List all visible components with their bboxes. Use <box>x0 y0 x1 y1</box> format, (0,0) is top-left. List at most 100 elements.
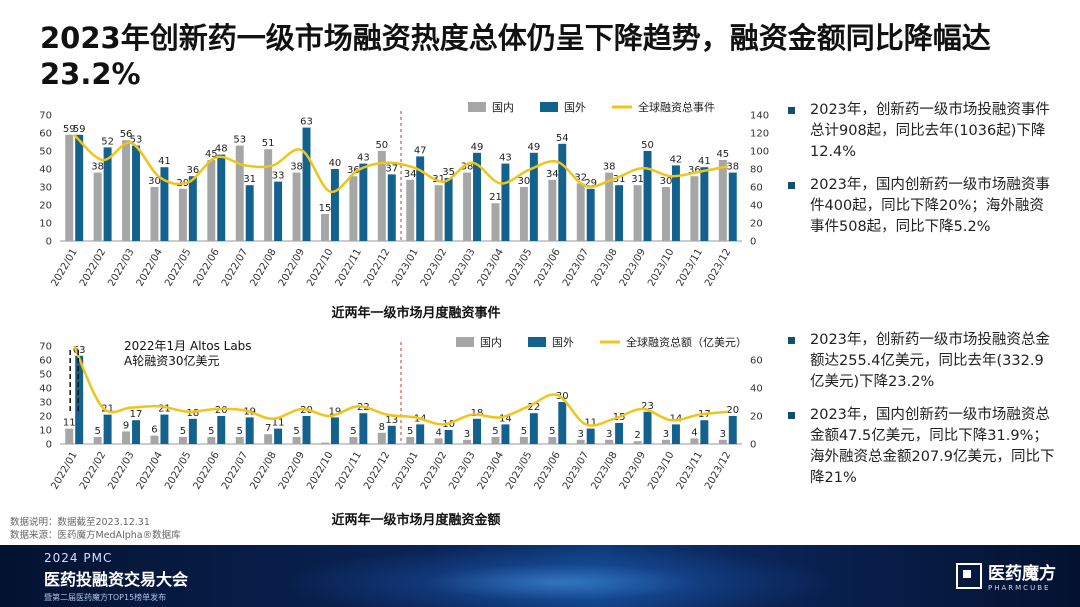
data-note-cutoff: 数据说明：数据截至2023.12.31 <box>10 517 150 528</box>
bar-overseas <box>75 134 84 241</box>
bar-domestic <box>576 439 585 444</box>
data-label-domestic: 38 <box>290 162 303 173</box>
data-label-domestic: 15 <box>319 203 332 214</box>
y-tick-left: 40 <box>39 384 52 395</box>
legend-swatch-domestic <box>468 102 486 112</box>
bar-overseas <box>558 402 567 444</box>
bar-domestic <box>662 187 670 241</box>
bar-domestic <box>150 435 159 444</box>
data-label-overseas: 59 <box>73 124 86 135</box>
bar-overseas <box>671 424 680 444</box>
bar-domestic <box>122 431 131 444</box>
data-label-domestic: 5 <box>350 426 356 437</box>
bar-overseas <box>615 185 624 241</box>
data-label-overseas: 20 <box>726 405 739 416</box>
data-label-domestic: 34 <box>546 169 559 180</box>
data-label-domestic: 36 <box>688 165 701 176</box>
legend-label-overseas: 国外 <box>552 336 574 349</box>
bar-domestic <box>690 176 699 241</box>
bar-overseas <box>359 163 368 241</box>
x-tick-label: 2022/03 <box>106 247 136 288</box>
bar-overseas <box>103 147 112 241</box>
y-tick-left: 0 <box>46 440 52 451</box>
x-tick-label: 2023/08 <box>589 247 619 288</box>
data-label-overseas: 37 <box>385 163 398 174</box>
bar-overseas <box>586 188 595 241</box>
data-label-domestic: 4 <box>435 427 441 438</box>
data-label-domestic: 45 <box>205 149 218 160</box>
bar-domestic <box>605 172 614 241</box>
bar-domestic <box>65 134 74 241</box>
data-label-domestic: 32 <box>574 172 587 183</box>
data-label-domestic: 5 <box>237 426 243 437</box>
x-tick-label: 2023/09 <box>618 450 648 491</box>
bar-overseas <box>586 428 595 444</box>
data-label-overseas: 53 <box>130 135 143 146</box>
x-tick-label: 2023/02 <box>419 450 449 491</box>
data-label-overseas: 43 <box>499 153 512 164</box>
bar-domestic <box>491 203 500 241</box>
x-tick-label: 2022/04 <box>135 450 165 491</box>
series-line-global <box>73 133 729 193</box>
data-label-overseas: 50 <box>641 140 654 151</box>
bar-domestic <box>576 183 585 241</box>
data-label-domestic: 56 <box>120 129 133 140</box>
page-title: 2023年创新药一级市场融资热度总体仍呈下降趋势，融资金额同比降幅达23.2% <box>40 21 991 91</box>
legend-label-global: 全球融资总额（亿美元） <box>626 335 747 349</box>
data-label-overseas: 47 <box>414 145 427 156</box>
bar-overseas <box>529 152 538 241</box>
y-tick-right: 0 <box>750 440 756 451</box>
x-tick-label: 2022/01 <box>50 247 80 288</box>
y-tick-left: 30 <box>39 398 52 409</box>
data-label-domestic: 5 <box>293 426 299 437</box>
bar-overseas <box>643 411 652 444</box>
bar-domestic <box>235 437 244 444</box>
bar-overseas <box>700 420 709 444</box>
pharmcube-logo: 医药魔方 PHARMCUBE <box>956 559 1056 592</box>
data-label-overseas: 41 <box>158 156 171 167</box>
bar-domestic <box>548 437 557 444</box>
bar-overseas <box>558 143 567 241</box>
data-label-domestic: 3 <box>720 429 726 440</box>
bar-domestic <box>264 434 273 444</box>
data-label-domestic: 5 <box>94 426 100 437</box>
data-label-overseas: 31 <box>613 174 626 185</box>
x-tick-label: 2022/02 <box>78 247 108 288</box>
bar-domestic <box>207 160 216 241</box>
bullet-square-icon <box>788 107 795 114</box>
data-label-overseas: 17 <box>130 409 143 420</box>
y-tick-left: 70 <box>39 111 52 122</box>
x-tick-label: 2023/04 <box>476 247 506 288</box>
bar-domestic <box>122 140 131 241</box>
bar-overseas <box>416 424 425 444</box>
data-label-overseas: 30 <box>556 391 569 402</box>
bar-domestic <box>207 437 216 444</box>
bar-domestic <box>519 187 528 241</box>
legend-swatch-overseas <box>540 102 558 112</box>
bar-overseas <box>615 423 624 444</box>
data-label-domestic: 53 <box>233 135 246 146</box>
legend-label-domestic: 国内 <box>492 100 514 114</box>
x-tick-label: 2023/11 <box>675 450 705 491</box>
y-tick-right: 100 <box>750 147 769 158</box>
bar-overseas <box>671 165 680 241</box>
bar-overseas <box>416 156 425 241</box>
x-tick-label: 2023/05 <box>504 247 534 288</box>
data-label-overseas: 29 <box>584 178 597 189</box>
event-year: 2024 PMC <box>44 551 113 565</box>
x-tick-label: 2022/09 <box>277 247 307 288</box>
legend-swatch-overseas <box>528 337 546 347</box>
annotation-text: 2022年1月 Altos Labs <box>124 339 252 353</box>
y-tick-left: 60 <box>39 356 52 367</box>
bar-overseas <box>160 167 169 241</box>
data-label-overseas: 35 <box>442 167 455 178</box>
data-label-domestic: 59 <box>63 124 76 135</box>
bar-domestic <box>718 160 727 241</box>
y-tick-left: 50 <box>39 147 52 158</box>
bar-overseas <box>188 418 197 444</box>
y-tick-left: 20 <box>39 412 52 423</box>
data-label-domestic: 3 <box>606 429 612 440</box>
x-tick-label: 2022/10 <box>305 450 335 491</box>
bar-domestic <box>349 176 358 241</box>
